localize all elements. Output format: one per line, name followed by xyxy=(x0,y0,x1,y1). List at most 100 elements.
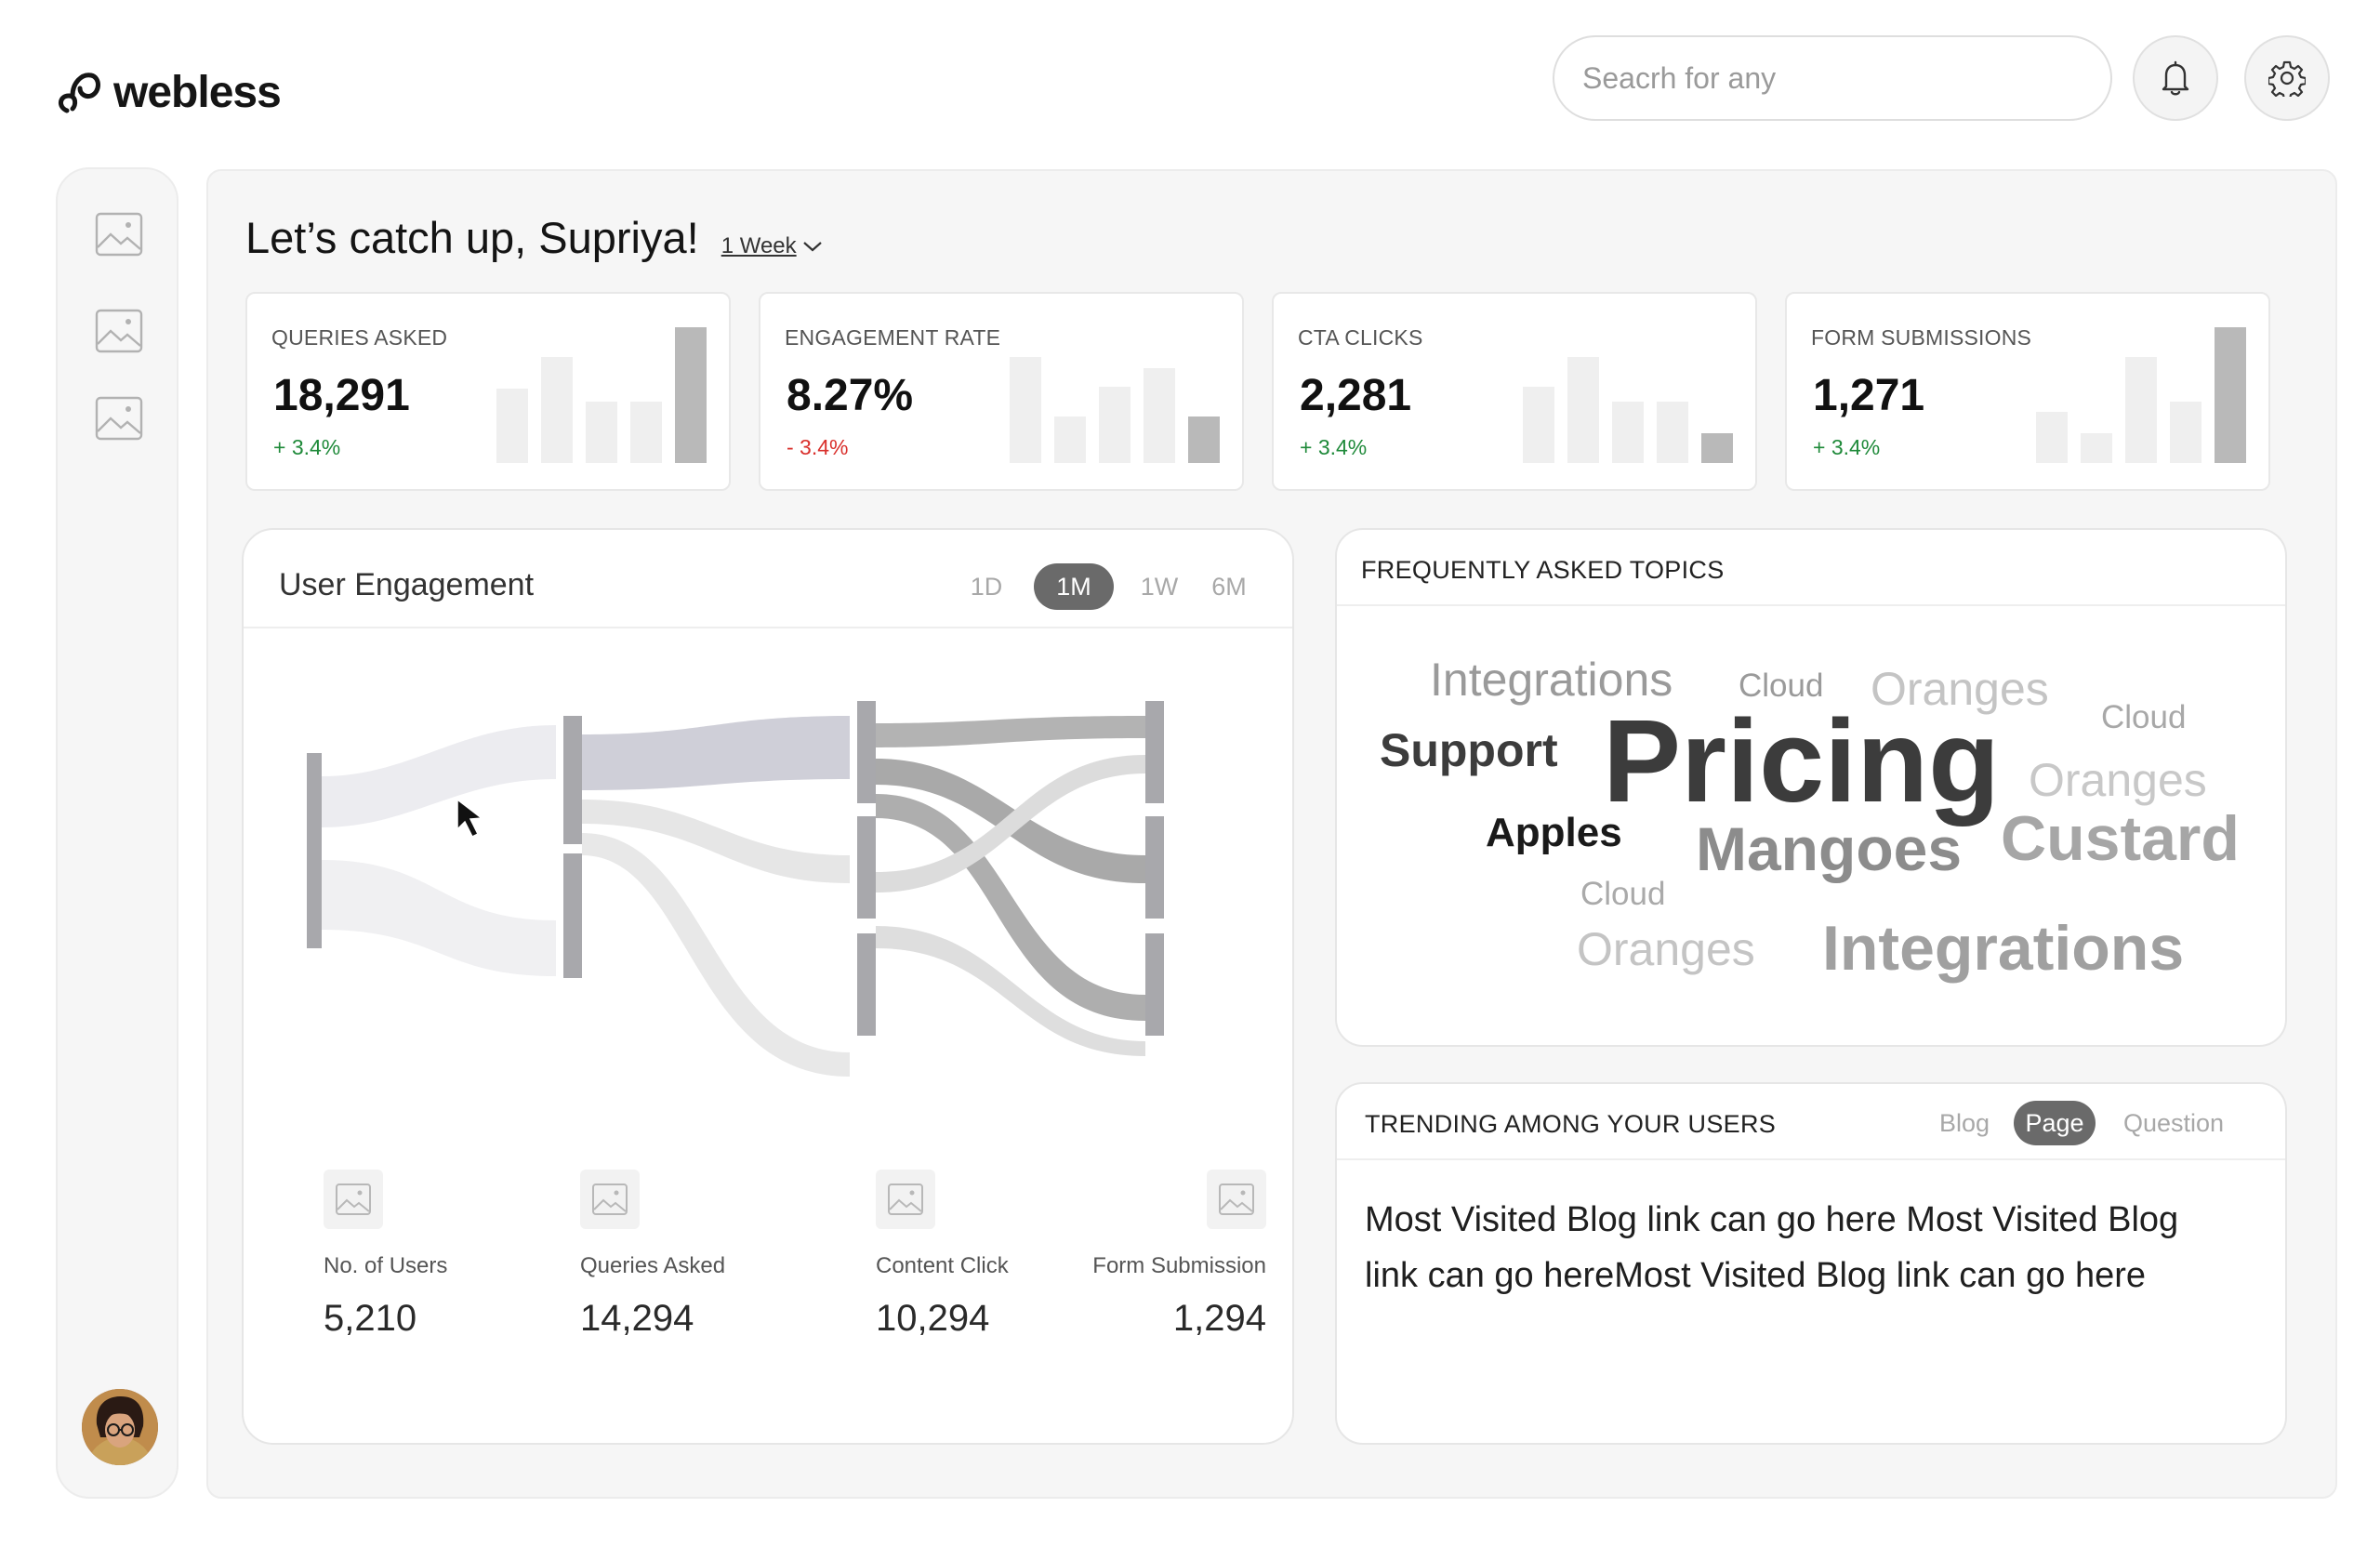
kpi-value: 1,271 xyxy=(1813,371,1925,420)
sankey-link xyxy=(876,755,1145,892)
card-title: FREQUENTLY ASKED TOPICS xyxy=(1361,556,1725,584)
logo-icon xyxy=(59,72,100,112)
image-icon xyxy=(580,1170,640,1229)
search-input[interactable] xyxy=(1582,60,2082,96)
card-title: TRENDING AMONG YOUR USERS xyxy=(1365,1110,1777,1138)
kpi-bar xyxy=(496,389,528,463)
image-icon xyxy=(324,1170,383,1229)
kpi-bar xyxy=(1523,387,1554,463)
topic-word[interactable]: Cloud xyxy=(1739,668,1824,704)
sankey-link xyxy=(876,794,1145,1021)
kpi-delta: + 3.4% xyxy=(273,435,341,459)
range-1d[interactable]: 1D xyxy=(970,572,1003,601)
sankey-node xyxy=(857,933,876,1036)
sankey-chart[interactable] xyxy=(299,669,1266,1153)
topic-word[interactable]: Oranges xyxy=(2029,754,2207,806)
kpi-mini-chart xyxy=(1523,357,1733,463)
kpi-mini-chart xyxy=(496,327,707,463)
sidebar-item-3[interactable] xyxy=(95,394,143,443)
kpi-card-form-submissions[interactable]: FORM SUBMISSIONS 1,271 + 3.4% xyxy=(1785,292,2270,491)
card-header: User Engagement 1D 1M 1W 6M xyxy=(244,530,1292,628)
topic-word[interactable]: Cloud xyxy=(1580,876,1666,912)
tab-blog[interactable]: Blog xyxy=(1938,1108,1990,1137)
logo[interactable]: webless xyxy=(54,67,282,118)
topic-word[interactable]: Apples xyxy=(1486,810,1622,855)
kpi-delta: + 3.4% xyxy=(1300,435,1368,459)
kpi-value: 8.27% xyxy=(787,371,914,420)
kpi-bar xyxy=(675,327,707,463)
kpi-delta: + 3.4% xyxy=(1813,435,1881,459)
period-dropdown[interactable]: 1 Week xyxy=(721,233,823,259)
settings-button[interactable] xyxy=(2244,35,2330,121)
topic-word[interactable]: Mangoes xyxy=(1696,814,1963,883)
kpi-label: CTA CLICKS xyxy=(1298,325,1423,350)
topic-word[interactable]: Support xyxy=(1380,724,1558,776)
notifications-button[interactable] xyxy=(2133,35,2218,121)
topic-word[interactable]: Oranges xyxy=(1577,923,1755,975)
kpi-card-queries[interactable]: QUERIES ASKED 18,291 + 3.4% xyxy=(245,292,731,491)
stat-label: Queries Asked xyxy=(580,1253,726,1278)
stat-value: 14,294 xyxy=(580,1298,694,1339)
main-panel: Let’s catch up, Supriya! 1 Week QUERIES … xyxy=(206,169,2337,1499)
kpi-value: 18,291 xyxy=(273,371,410,420)
range-6m[interactable]: 6M xyxy=(1211,572,1247,601)
page-title: Let’s catch up, Supriya! xyxy=(245,213,699,262)
topic-word[interactable]: Cloud xyxy=(2101,699,2187,735)
sankey-node xyxy=(857,701,876,803)
faq-topics-card: FREQUENTLY ASKED TOPICS Integrations Clo… xyxy=(1335,528,2287,1047)
card-title: User Engagement xyxy=(279,567,535,602)
kpi-bar xyxy=(1144,368,1175,463)
stat-users: No. of Users 5,210 xyxy=(324,1170,447,1340)
range-1m[interactable]: 1M xyxy=(1034,563,1114,610)
kpi-bar xyxy=(1099,387,1130,463)
kpi-value: 2,281 xyxy=(1300,371,1412,420)
chevron-down-icon xyxy=(802,242,822,252)
kpi-mini-chart xyxy=(2036,327,2246,463)
range-1w[interactable]: 1W xyxy=(1140,572,1179,601)
image-icon xyxy=(876,1170,935,1229)
sankey-node xyxy=(857,816,876,919)
card-header: FREQUENTLY ASKED TOPICS xyxy=(1337,530,2285,606)
sankey-link xyxy=(322,725,556,827)
kpi-label: FORM SUBMISSIONS xyxy=(1811,325,2032,350)
topic-word[interactable]: Pricing xyxy=(1603,695,2001,826)
image-icon xyxy=(95,212,143,257)
sidebar xyxy=(56,167,178,1499)
period-label: 1 Week xyxy=(721,233,797,258)
kpi-bar xyxy=(541,357,573,463)
stat-label: Content Click xyxy=(876,1253,1009,1278)
gear-icon xyxy=(2268,60,2306,97)
kpi-bar xyxy=(1701,433,1733,463)
kpi-bar xyxy=(586,402,617,463)
image-icon xyxy=(95,309,143,353)
topic-word[interactable]: Integrations xyxy=(1430,654,1673,706)
bell-icon xyxy=(2162,60,2189,96)
kpi-bar xyxy=(630,402,662,463)
greeting: Let’s catch up, Supriya! 1 Week xyxy=(245,212,823,263)
tab-page[interactable]: Page xyxy=(2014,1101,2096,1145)
kpi-label: QUERIES ASKED xyxy=(271,325,448,350)
user-engagement-card: User Engagement 1D 1M 1W 6M xyxy=(242,528,1294,1445)
stat-label: No. of Users xyxy=(324,1253,448,1278)
sidebar-item-1[interactable] xyxy=(95,210,143,258)
tab-question[interactable]: Question xyxy=(2122,1108,2225,1137)
search-field[interactable] xyxy=(1553,35,2112,121)
topic-word[interactable]: Custard xyxy=(2001,803,2240,874)
kpi-card-cta-clicks[interactable]: CTA CLICKS 2,281 + 3.4% xyxy=(1272,292,1757,491)
kpi-bar xyxy=(1612,402,1644,463)
kpi-bar xyxy=(1657,402,1688,463)
topic-word[interactable]: Integrations xyxy=(1822,913,2185,984)
kpi-bar xyxy=(2215,327,2246,463)
sankey-link xyxy=(582,833,850,1077)
sidebar-item-2[interactable] xyxy=(95,307,143,355)
kpi-delta: - 3.4% xyxy=(787,435,849,459)
avatar[interactable] xyxy=(82,1389,158,1465)
trending-card: TRENDING AMONG YOUR USERS Blog Page Ques… xyxy=(1335,1082,2287,1445)
topic-word[interactable]: Oranges xyxy=(1871,663,2049,715)
kpi-bar xyxy=(1010,357,1041,463)
kpi-bar xyxy=(2036,412,2068,463)
trending-link-text[interactable]: Most Visited Blog link can go here Most … xyxy=(1365,1200,2179,1295)
kpi-bar xyxy=(1054,416,1086,463)
kpi-card-engagement[interactable]: ENGAGEMENT RATE 8.27% - 3.4% xyxy=(759,292,1244,491)
stat-queries: Queries Asked 14,294 xyxy=(580,1170,725,1340)
